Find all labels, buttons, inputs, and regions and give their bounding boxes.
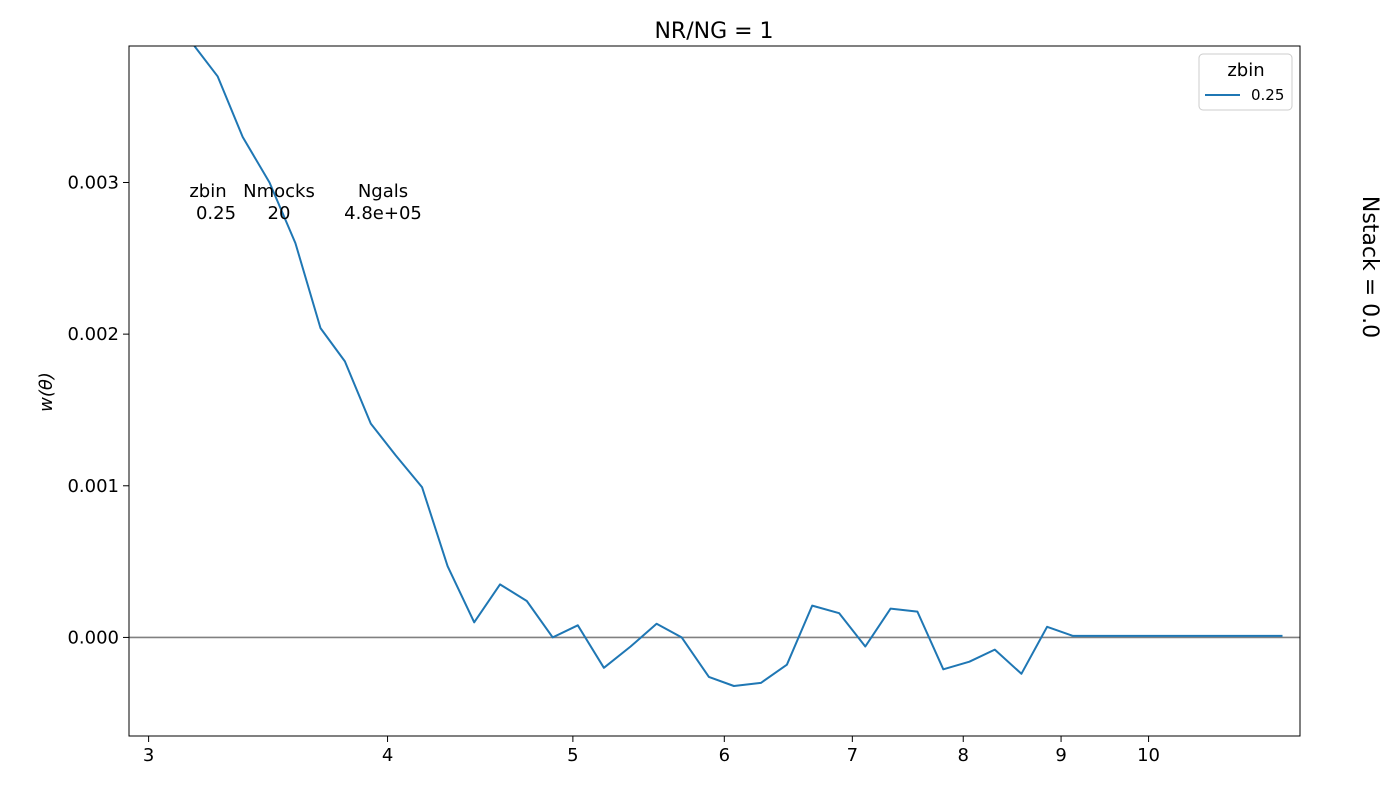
annotation-value: 0.25 — [196, 203, 236, 224]
y-axis-label: w(θ) — [36, 372, 57, 412]
x-tick-label: 4 — [382, 745, 393, 766]
legend: zbin 0.25 — [1198, 53, 1293, 111]
annotation-value: 4.8e+05 — [344, 203, 422, 224]
annotation-table: zbin Nmocks Ngals 0.25 20 4.8e+05 — [189, 181, 421, 224]
y-tick-label: 0.001 — [67, 476, 119, 497]
annotation-header: Nmocks — [243, 181, 315, 202]
series-line-0-25 — [193, 46, 1283, 687]
x-tick-label: 6 — [719, 745, 730, 766]
chart-title: NR/NG = 1 — [654, 19, 773, 44]
legend-entry-label: 0.25 — [1251, 86, 1284, 104]
x-tick-label: 7 — [847, 745, 858, 766]
x-tick-label: 9 — [1055, 745, 1066, 766]
x-tick-label: 10 — [1137, 745, 1160, 766]
y-tick-label: 0.003 — [67, 172, 119, 193]
x-tick-label: 8 — [958, 745, 969, 766]
x-tick-label: 3 — [143, 745, 154, 766]
y-tick-label: 0.000 — [67, 627, 119, 648]
plot-frame — [128, 45, 1301, 737]
annotation-value: 20 — [268, 203, 291, 224]
plot-area: 0.000 0.001 0.002 0.003 3 4 5 6 7 8 9 10 — [67, 46, 1300, 766]
annotation-header: Ngals — [358, 181, 408, 202]
y-tick-label: 0.002 — [67, 324, 119, 345]
legend-title: zbin — [1227, 60, 1264, 81]
x-tick-label: 5 — [567, 745, 578, 766]
right-facet-label: Nstack = 0.0 — [1357, 196, 1382, 338]
annotation-header: zbin — [189, 181, 226, 202]
